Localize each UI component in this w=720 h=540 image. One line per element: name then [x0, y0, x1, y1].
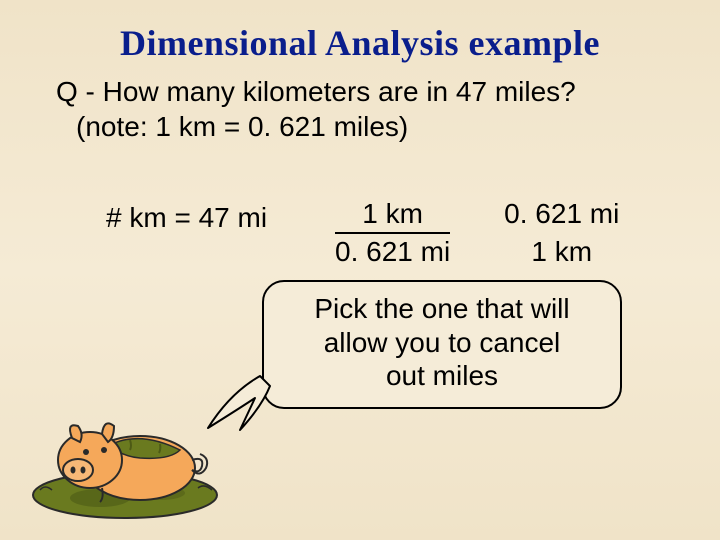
- fraction-2-numerator: 0. 621 mi: [498, 198, 625, 232]
- question-line-2: (note: 1 km = 0. 621 miles): [76, 109, 720, 144]
- speech-line-2: allow you to cancel: [278, 326, 606, 360]
- equation-text: # km = 47 mi: [106, 202, 267, 234]
- pig-illustration: [30, 390, 230, 520]
- fraction-2: 0. 621 mi 1 km: [498, 198, 625, 268]
- question-line-1: Q - How many kilometers are in 47 miles?: [56, 74, 720, 109]
- speech-line-3: out miles: [278, 359, 606, 393]
- speech-line-1: Pick the one that will: [278, 292, 606, 326]
- fractions-row: 1 km 0. 621 mi 0. 621 mi 1 km: [335, 198, 625, 268]
- fraction-2-denominator: 1 km: [531, 234, 592, 268]
- fraction-1-denominator: 0. 621 mi: [335, 234, 450, 268]
- slide-title: Dimensional Analysis example: [0, 0, 720, 64]
- speech-bubble: Pick the one that will allow you to canc…: [262, 280, 622, 409]
- fraction-1: 1 km 0. 621 mi: [335, 198, 450, 268]
- question-text: Q - How many kilometers are in 47 miles?…: [56, 74, 720, 144]
- fraction-1-numerator: 1 km: [356, 198, 429, 232]
